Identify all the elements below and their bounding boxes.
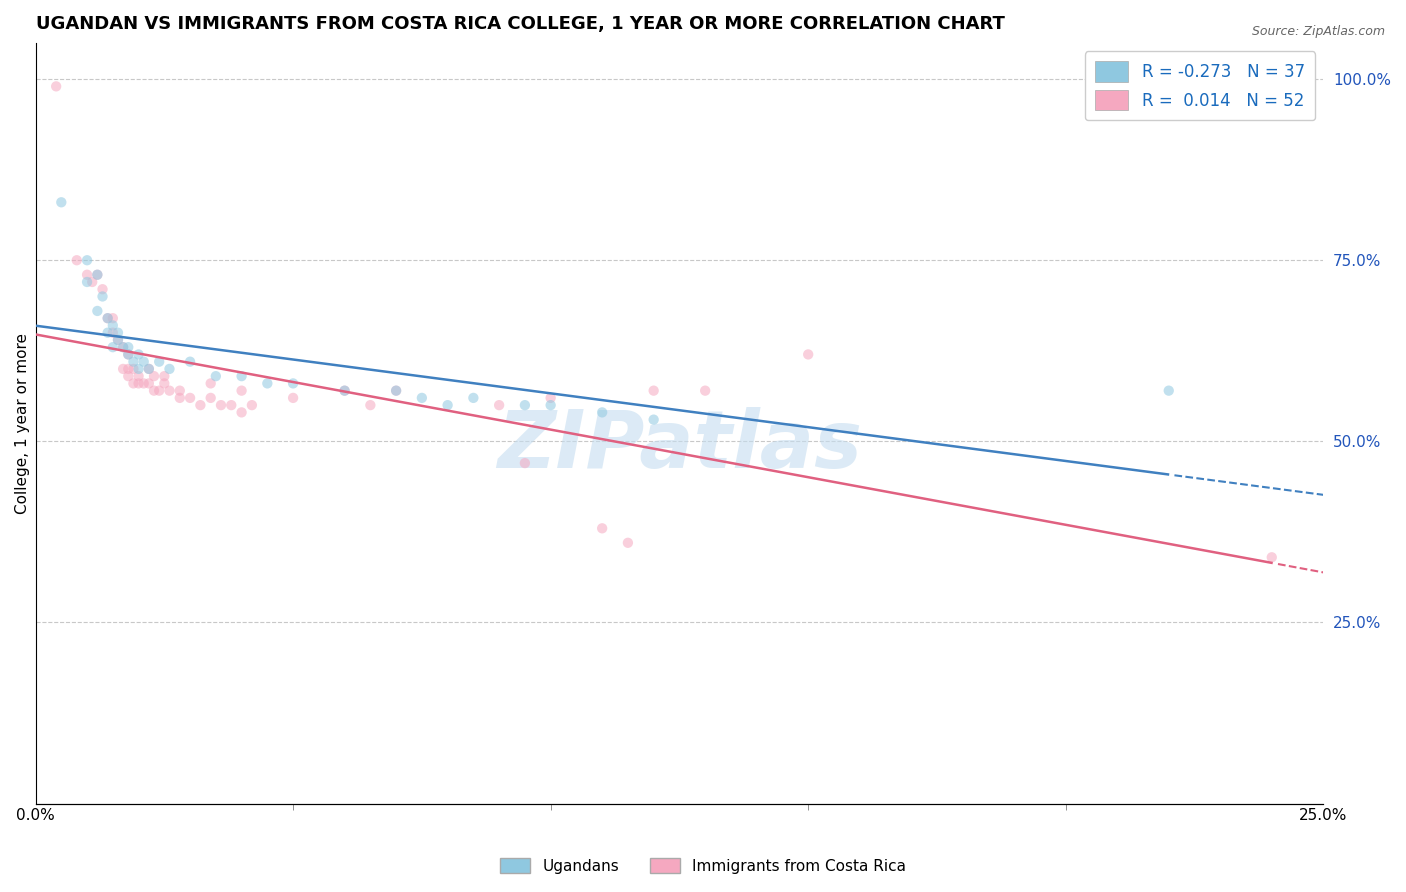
Point [643,384,665,398]
Point [86,268,108,282]
Point [695,384,717,398]
Point [591,405,613,419]
Point [463,391,485,405]
Point [205,369,228,384]
Point [132,354,155,368]
Point [159,362,181,376]
Point [179,354,201,368]
Point [221,398,243,412]
Point [138,376,160,391]
Point [122,362,145,376]
Y-axis label: College, 1 year or more: College, 1 year or more [15,333,30,514]
Point [209,398,232,412]
Point [107,333,129,347]
Point [76,253,98,268]
Point [45,79,67,94]
Point [643,412,665,426]
Point [112,340,135,354]
Point [148,384,170,398]
Point [97,311,120,326]
Point [66,253,89,268]
Point [112,340,135,354]
Point [1261,550,1284,565]
Point [513,456,536,470]
Point [385,384,408,398]
Point [76,268,98,282]
Point [256,376,278,391]
Point [436,398,458,412]
Point [200,376,222,391]
Point [200,391,222,405]
Point [122,376,145,391]
Point [76,275,98,289]
Point [153,376,176,391]
Point [617,536,640,550]
Point [117,362,139,376]
Text: Source: ZipAtlas.com: Source: ZipAtlas.com [1251,25,1385,38]
Point [107,326,129,340]
Point [138,362,160,376]
Point [159,384,181,398]
Point [97,311,120,326]
Point [591,521,613,535]
Point [143,369,166,384]
Point [1157,384,1180,398]
Legend: Ugandans, Immigrants from Costa Rica: Ugandans, Immigrants from Costa Rica [494,852,912,880]
Point [179,391,201,405]
Point [91,289,114,303]
Point [112,362,135,376]
Point [240,398,263,412]
Point [117,347,139,361]
Point [101,326,124,340]
Point [117,369,139,384]
Point [86,268,108,282]
Point [359,398,381,412]
Point [190,398,212,412]
Point [513,398,536,412]
Point [128,347,150,361]
Point [411,391,433,405]
Point [143,384,166,398]
Point [86,304,108,318]
Point [117,340,139,354]
Text: ZIPatlas: ZIPatlas [496,407,862,485]
Point [488,398,510,412]
Point [231,369,253,384]
Point [101,340,124,354]
Point [138,362,160,376]
Point [169,391,191,405]
Point [117,347,139,361]
Point [231,405,253,419]
Point [540,391,562,405]
Point [132,376,155,391]
Point [82,275,104,289]
Point [169,384,191,398]
Point [148,354,170,368]
Point [153,369,176,384]
Point [231,384,253,398]
Point [797,347,820,361]
Point [128,376,150,391]
Point [101,311,124,326]
Point [128,362,150,376]
Point [97,326,120,340]
Point [128,369,150,384]
Point [540,398,562,412]
Point [385,384,408,398]
Point [122,354,145,368]
Legend: R = -0.273   N = 37, R =  0.014   N = 52: R = -0.273 N = 37, R = 0.014 N = 52 [1085,51,1315,120]
Point [333,384,356,398]
Point [107,333,129,347]
Point [281,376,304,391]
Point [333,384,356,398]
Point [51,195,73,210]
Point [281,391,304,405]
Point [91,282,114,296]
Text: UGANDAN VS IMMIGRANTS FROM COSTA RICA COLLEGE, 1 YEAR OR MORE CORRELATION CHART: UGANDAN VS IMMIGRANTS FROM COSTA RICA CO… [35,15,1004,33]
Point [101,318,124,333]
